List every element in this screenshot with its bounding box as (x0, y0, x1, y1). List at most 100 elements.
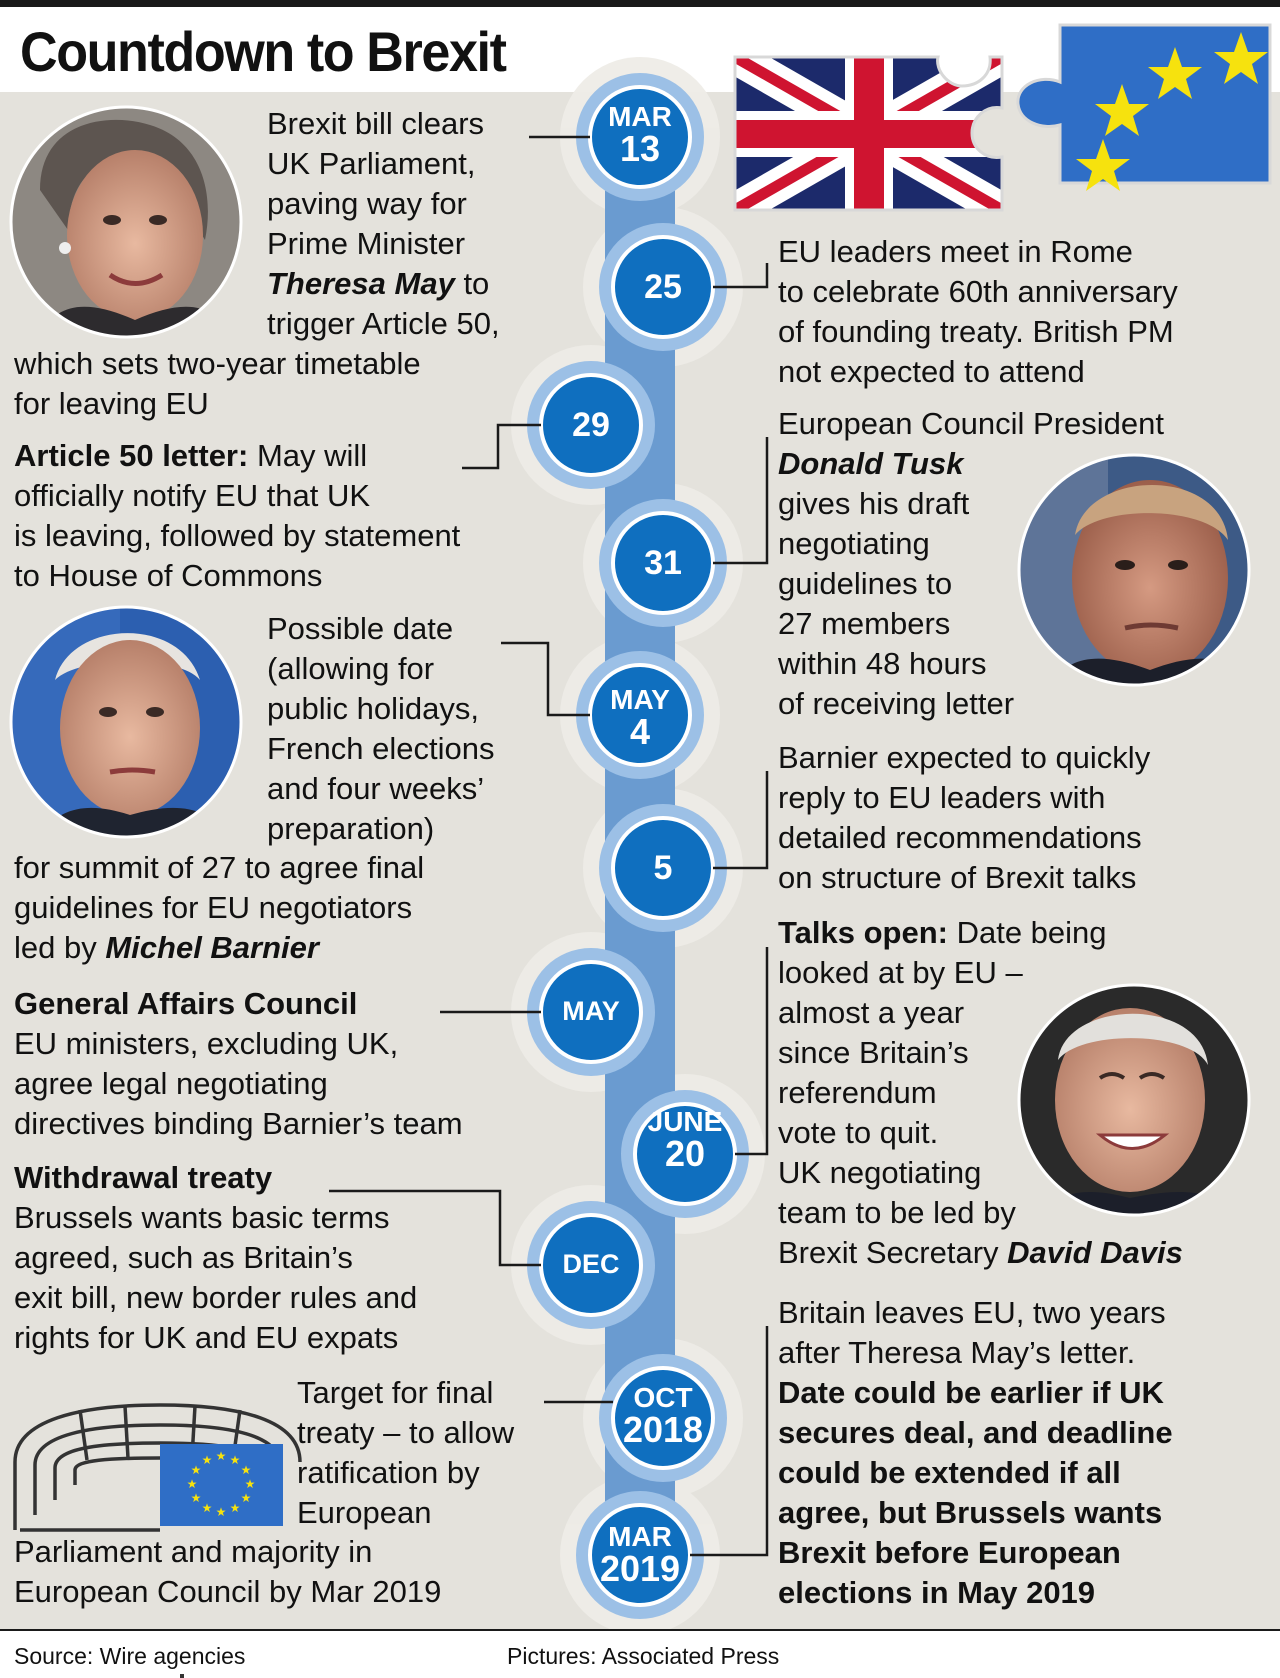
page-title: Countdown to Brexit (20, 20, 507, 83)
date-day: 2018 (622, 1409, 704, 1450)
person-name: David Davis (1007, 1235, 1183, 1270)
event-may: General Affairs Council EU ministers, ex… (14, 984, 463, 1144)
svg-text:★: ★ (202, 1501, 213, 1515)
event-may-4-upper: Possible date (allowing for public holid… (267, 609, 494, 849)
svg-text:★: ★ (245, 1477, 256, 1491)
leader-lines (329, 135, 769, 1557)
event-29: Article 50 letter: May will officially n… (14, 436, 460, 596)
event-oct-2018-lower: Parliament and majority in European Coun… (14, 1532, 441, 1612)
event-31: European Council President Donald Tusk g… (778, 404, 1164, 724)
text-line: since Britain’s (778, 1035, 969, 1070)
date-label-mar-13: MAR 13 (590, 103, 690, 167)
text-line: negotiating (778, 526, 930, 561)
text-line: EU ministers, excluding UK, (14, 1026, 399, 1061)
text-line: preparation) (267, 811, 435, 846)
text-fragment: Brexit Secretary (778, 1235, 1008, 1270)
text-line: directives binding Barnier’s team (14, 1106, 463, 1141)
date-label-25: 25 (644, 268, 682, 306)
text-line: EU leaders meet in Rome (778, 234, 1133, 269)
date-label-31: 31 (644, 544, 682, 582)
bold-text: Date could be earlier if UK (778, 1375, 1164, 1410)
picture-credit: Pictures: Associated Press (507, 1643, 780, 1669)
text-line: is leaving, followed by statement (14, 518, 461, 553)
text-line: trigger Article 50, (267, 306, 500, 341)
date-day: 2019 (599, 1548, 681, 1589)
text-line: exit bill, new border rules and (14, 1280, 418, 1315)
text-line: looked at by EU – (778, 955, 1023, 990)
text-line: Date could be earlier if UK (778, 1373, 1173, 1413)
svg-text:★: ★ (241, 1463, 252, 1477)
text-line: detailed recommendations (778, 820, 1142, 855)
event-mar-2019: Britain leaves EU, two years after There… (778, 1293, 1173, 1613)
event-dec: Withdrawal treaty Brussels wants basic t… (14, 1158, 417, 1358)
svg-text:★: ★ (216, 1449, 227, 1463)
date-day: 4 (629, 711, 651, 752)
event-heading: Talks open: (778, 915, 948, 950)
text-line: for summit of 27 to agree final (14, 850, 425, 885)
text-line: led by Michel Barnier (14, 928, 424, 968)
date-month: MAY (610, 684, 670, 715)
text-line: rights for UK and EU expats (14, 1320, 399, 1355)
text-line: almost a year (778, 995, 965, 1030)
text-fragment: May will (248, 438, 368, 473)
text-fragment: to (454, 266, 490, 301)
text-line: for leaving EU (14, 386, 209, 421)
text-line: Parliament and majority in (14, 1534, 373, 1569)
text-line: vote to quit. (778, 1115, 939, 1150)
text-line: officially notify EU that UK (14, 478, 371, 513)
event-heading: General Affairs Council (14, 986, 358, 1021)
text-line: which sets two-year timetable (14, 346, 421, 381)
text-line: French elections (267, 731, 495, 766)
theresa-may-photo (9, 105, 243, 339)
svg-text:★: ★ (241, 1491, 252, 1505)
text-line: Target for final (297, 1375, 494, 1410)
text-line: European (297, 1495, 432, 1530)
text-line: paving way for (267, 186, 467, 221)
svg-text:★: ★ (191, 1463, 202, 1477)
text-line: elections in May 2019 (778, 1573, 1173, 1613)
text-line: UK negotiating (778, 1155, 982, 1190)
text-line: agreed, such as Britain’s (14, 1240, 353, 1275)
eu-flag-puzzle-icon (1016, 23, 1272, 191)
text-line: of receiving letter (778, 686, 1015, 721)
event-mar-13-upper: Brexit bill clears UK Parliament, paving… (267, 104, 500, 344)
text-line: Article 50 letter: May will (14, 436, 460, 476)
text-line: after Theresa May’s letter. (778, 1335, 1136, 1370)
date-label-oct-2018: OCT 2018 (613, 1384, 713, 1448)
text-line: could be extended if all (778, 1453, 1173, 1493)
svg-text:★: ★ (230, 1501, 241, 1515)
text-line: 27 members (778, 606, 951, 641)
top-rule (0, 0, 1280, 7)
text-fragment: led by (14, 930, 106, 965)
bold-text: could be extended if all (778, 1455, 1121, 1490)
person-name: Theresa May (267, 266, 455, 301)
text-line: reply to EU leaders with (778, 780, 1106, 815)
event-25: EU leaders meet in Rome to celebrate 60t… (778, 232, 1178, 392)
bold-text: Brexit before European (778, 1535, 1121, 1570)
text-line: (allowing for (267, 651, 435, 686)
text-line: agree legal negotiating (14, 1066, 328, 1101)
text-line: Brexit bill clears (267, 106, 485, 141)
bold-text: agree, but Brussels wants (778, 1495, 1163, 1530)
leader-dec (329, 1189, 541, 1267)
date-month: MAR (608, 101, 672, 132)
event-mar-13-lower: which sets two-year timetable for leavin… (14, 344, 421, 424)
event-5: Barnier expected to quickly reply to EU … (778, 738, 1150, 898)
svg-text:★: ★ (216, 1505, 227, 1519)
person-name: Michel Barnier (105, 930, 319, 965)
text-line: Theresa May to (267, 264, 500, 304)
text-line: treaty – to allow (297, 1415, 515, 1450)
text-line: public holidays, (267, 691, 479, 726)
text-line: guidelines for EU negotiators (14, 890, 413, 925)
text-line: UK Parliament, (267, 146, 476, 181)
text-line: Withdrawal treaty (14, 1158, 417, 1198)
date-label-june-20: JUNE 20 (635, 1108, 735, 1172)
date-month: MAR (608, 1521, 672, 1552)
event-june-20: Talks open: Date being looked at by EU –… (778, 913, 1183, 1273)
leader-mar-2019 (690, 1326, 769, 1557)
person-name: Donald Tusk (778, 446, 964, 481)
leader-may-4 (501, 641, 590, 717)
donald-tusk-photo (1017, 453, 1251, 687)
svg-text:★: ★ (187, 1477, 198, 1491)
